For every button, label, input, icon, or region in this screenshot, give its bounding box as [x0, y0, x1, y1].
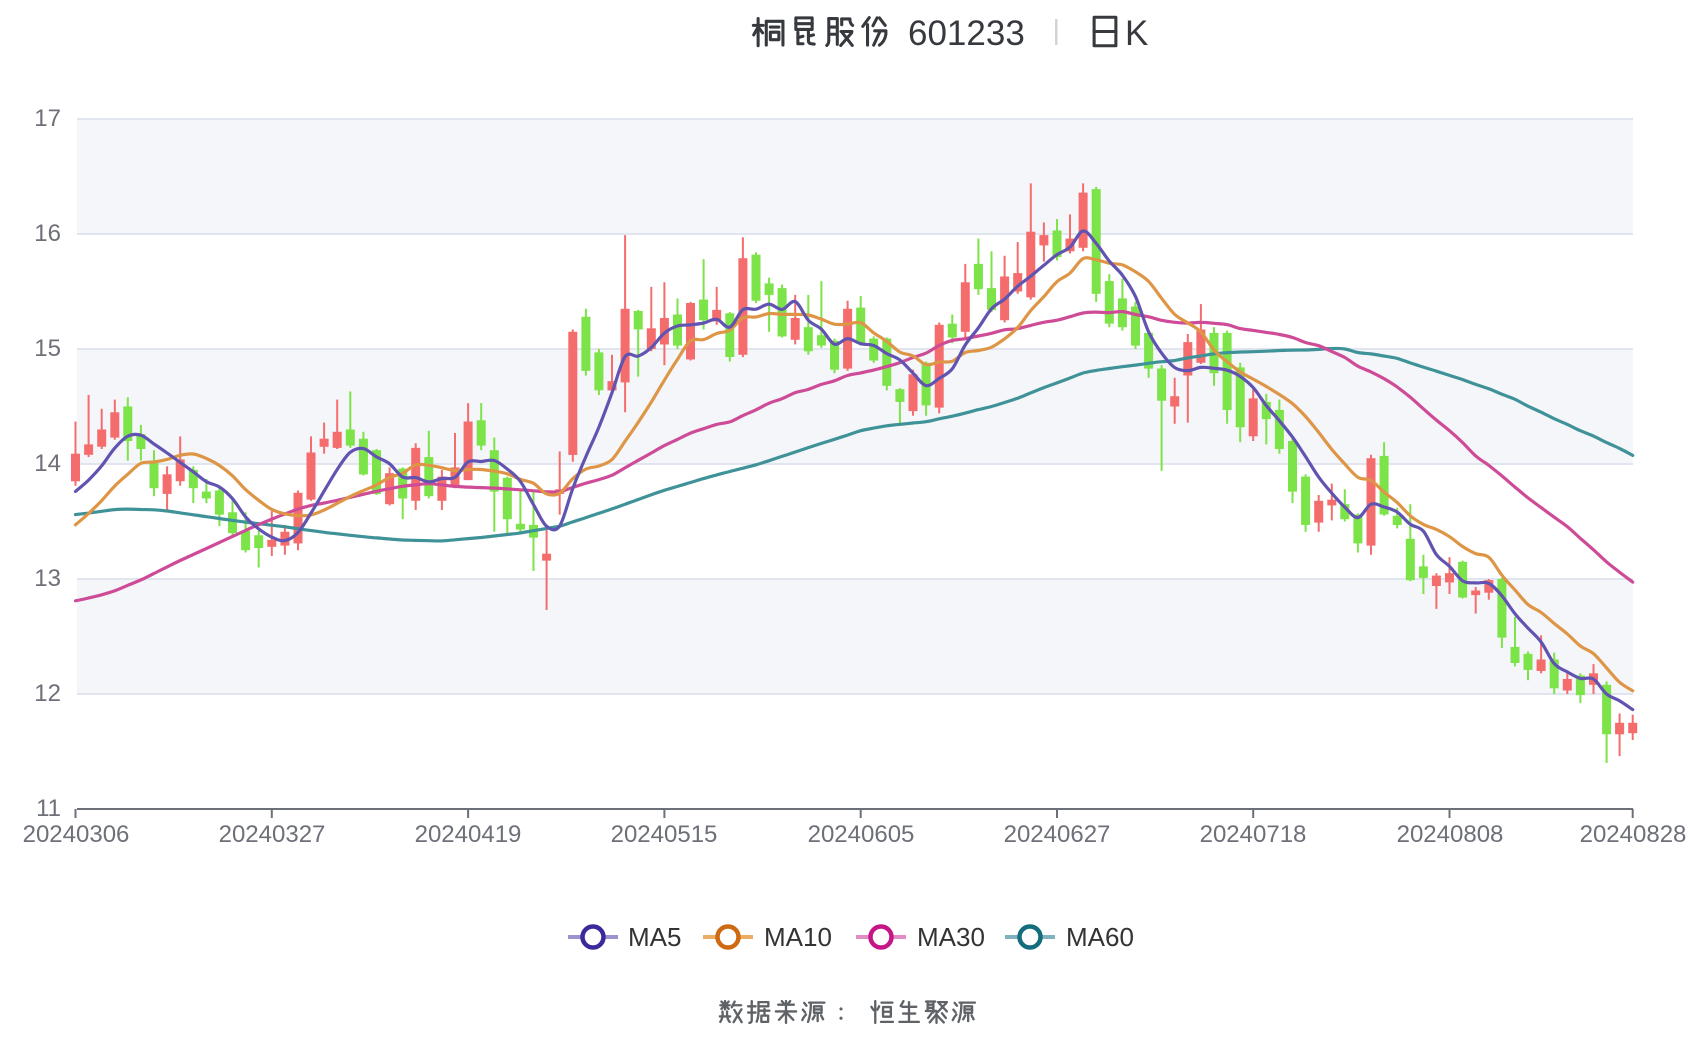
svg-text:12: 12 — [34, 680, 61, 707]
svg-text:20240808: 20240808 — [1397, 821, 1504, 848]
svg-text:20240627: 20240627 — [1004, 821, 1111, 848]
svg-text:16: 16 — [34, 220, 61, 247]
svg-text:20240515: 20240515 — [611, 821, 718, 848]
svg-text:15: 15 — [34, 335, 61, 362]
svg-text:17: 17 — [34, 105, 61, 132]
svg-text:20240327: 20240327 — [219, 821, 326, 848]
svg-text:20240419: 20240419 — [415, 821, 522, 848]
svg-text:20240306: 20240306 — [23, 821, 130, 848]
svg-text:20240718: 20240718 — [1200, 821, 1307, 848]
svg-text:20240605: 20240605 — [808, 821, 915, 848]
svg-text:11: 11 — [36, 795, 61, 822]
svg-text:20240828: 20240828 — [1580, 821, 1687, 848]
svg-text:MA10: MA10 — [764, 922, 832, 952]
svg-text:601233: 601233 — [908, 14, 1025, 53]
svg-text:14: 14 — [34, 450, 61, 477]
svg-text:MA5: MA5 — [628, 922, 681, 952]
svg-text:MA60: MA60 — [1066, 922, 1134, 952]
svg-text:MA30: MA30 — [917, 922, 985, 952]
svg-text:13: 13 — [34, 565, 61, 592]
svg-text:K: K — [1125, 14, 1148, 53]
